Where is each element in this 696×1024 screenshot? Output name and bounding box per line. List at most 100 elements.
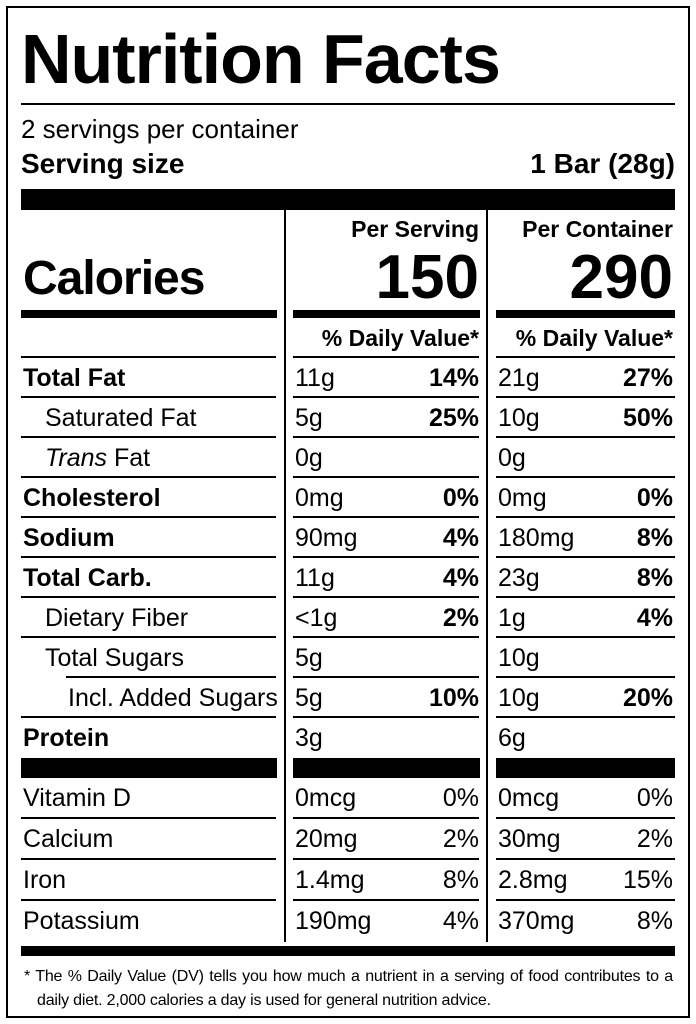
nutrient-name: Saturated Fat (45, 403, 197, 432)
daily-value-percent: 50% (622, 403, 673, 432)
value-cell: <1g 2% (285, 598, 488, 639)
value-cell: 0mcg 0% (488, 778, 675, 820)
value-cell: 190mg 4% (285, 901, 488, 942)
amount-value: <1g (295, 603, 338, 632)
value-cell: 10g (488, 638, 675, 679)
amount-value: 11g (295, 563, 335, 592)
nutrient-name: Sodium (23, 523, 115, 552)
value-cell: 10g 20% (488, 678, 675, 719)
per-serving-header-cell: Per Serving (285, 210, 488, 246)
footnote-asterisk: * (24, 968, 31, 986)
serving-size-label: Serving size (21, 148, 185, 180)
daily-value-header-per-container: % Daily Value* (515, 324, 673, 351)
value-cell: 30mg 2% (488, 819, 675, 861)
bar-segment (496, 758, 675, 779)
per-serving-header: Per Serving (351, 216, 479, 243)
nutrient-name: Cholesterol (23, 483, 161, 512)
amount-value: 90mg (295, 523, 358, 552)
value-cell: 0mg 0% (488, 478, 675, 519)
daily-value-percent: 4% (442, 907, 479, 936)
nutrient-name-cell: Potassium (21, 901, 285, 942)
daily-value-percent: 4% (636, 603, 673, 632)
daily-value-header-per-serving: % Daily Value* (321, 324, 479, 351)
amount-value: 370mg (498, 907, 575, 936)
nutrient-name: Total Fat (23, 363, 126, 392)
amount-value: 0mcg (498, 784, 560, 813)
amount-value: 20mg (295, 825, 358, 854)
amount-value: 1g (498, 603, 526, 632)
daily-value-percent: 0% (636, 483, 673, 512)
value-cell: 5g 25% (285, 398, 488, 439)
nutrient-name: Potassium (23, 907, 140, 936)
amount-value: 0mcg (295, 784, 357, 813)
calories-label-cell: Calories (21, 246, 285, 310)
nutrient-name-cell: Iron (21, 860, 285, 902)
table-row: Total Sugars 5g 10g (21, 638, 675, 679)
value-cell: 2.8mg 15% (488, 860, 675, 902)
daily-value-percent: 4% (442, 523, 479, 552)
nutrient-name: Calcium (23, 825, 114, 854)
value-cell: 23g 8% (488, 558, 675, 599)
daily-value-header-per-serving-cell: % Daily Value* (285, 318, 488, 359)
value-cell: 6g (488, 718, 675, 758)
nutrient-name-cell: Vitamin D (21, 778, 285, 820)
calories-label: Calories (23, 251, 205, 305)
amount-value: 5g (295, 403, 323, 432)
top-section-divider-bar (21, 189, 675, 211)
daily-value-percent: 0% (636, 784, 673, 813)
daily-value-header-spacer (21, 318, 285, 359)
calories-row: Calories 150 290 (21, 246, 675, 310)
per-container-header: Per Container (522, 216, 673, 243)
daily-value-percent: 2% (442, 825, 479, 854)
nutrient-name: Total Sugars (45, 643, 184, 672)
daily-value-percent: 2% (636, 825, 673, 854)
value-cell: 11g 14% (285, 358, 488, 399)
value-cell: 370mg 8% (488, 901, 675, 942)
value-cell: 90mg 4% (285, 518, 488, 559)
nutrient-name: Iron (23, 866, 67, 895)
daily-value-percent: 27% (622, 363, 673, 392)
calories-per-serving-cell: 150 (285, 246, 488, 310)
amount-value: 0g (295, 443, 323, 472)
footnote-text: The % Daily Value (DV) tells you how muc… (35, 968, 673, 1010)
servings-per-container: 2 servings per container (21, 114, 299, 145)
value-cell: 0g (285, 438, 488, 479)
amount-value: 1.4mg (295, 866, 365, 895)
value-cell: 3g (285, 718, 488, 758)
value-cell: 1.4mg 8% (285, 860, 488, 902)
footnote-divider-bar (21, 946, 675, 957)
table-row: Incl. Added Sugars 5g 10% 10g 20% (21, 678, 675, 719)
nutrient-name: Vitamin D (23, 784, 131, 813)
bar-segment (293, 310, 480, 319)
calories-per-serving-value: 150 (375, 243, 479, 313)
amount-value: 23g (498, 563, 540, 592)
footnote: * The % Daily Value (DV) tells you how m… (21, 956, 675, 1013)
daily-value-percent: 8% (636, 523, 673, 552)
protein-section-divider-bar (21, 758, 675, 779)
value-cell: 10g 50% (488, 398, 675, 439)
table-row: Trans Fat 0g 0g (21, 438, 675, 479)
amount-value: 0g (498, 443, 526, 472)
table-row: Cholesterol 0mg 0% 0mg 0% (21, 478, 675, 519)
daily-value-percent: 15% (622, 866, 673, 895)
column-divider-left (284, 210, 286, 943)
table-row: Vitamin D 0mcg 0% 0mcg 0% (21, 778, 675, 820)
amount-value: 10g (498, 403, 540, 432)
nutrient-name-cell: Trans Fat (21, 438, 285, 479)
title-divider-rule (21, 103, 675, 106)
amount-value: 10g (498, 683, 540, 712)
nutrition-facts-label: Nutrition Facts 2 servings per container… (6, 6, 690, 1018)
bar-segment (21, 310, 277, 319)
calories-underline-bar (21, 310, 675, 319)
amount-value: 180mg (498, 523, 575, 552)
amount-value: 3g (295, 723, 323, 752)
bar-segment (496, 310, 675, 319)
daily-value-percent: 14% (428, 363, 479, 392)
daily-value-percent: 25% (428, 403, 479, 432)
table-row: Total Carb. 11g 4% 23g 8% (21, 558, 675, 599)
per-container-header-cell: Per Container (488, 210, 675, 246)
value-cell: 5g 10% (285, 678, 488, 719)
vitamin-rows: Vitamin D 0mcg 0% 0mcg 0% Calcium 20mg 2% 30mg 2%… (21, 778, 675, 942)
table-row: Protein 3g 6g (21, 718, 675, 758)
daily-value-percent: 0% (442, 483, 479, 512)
